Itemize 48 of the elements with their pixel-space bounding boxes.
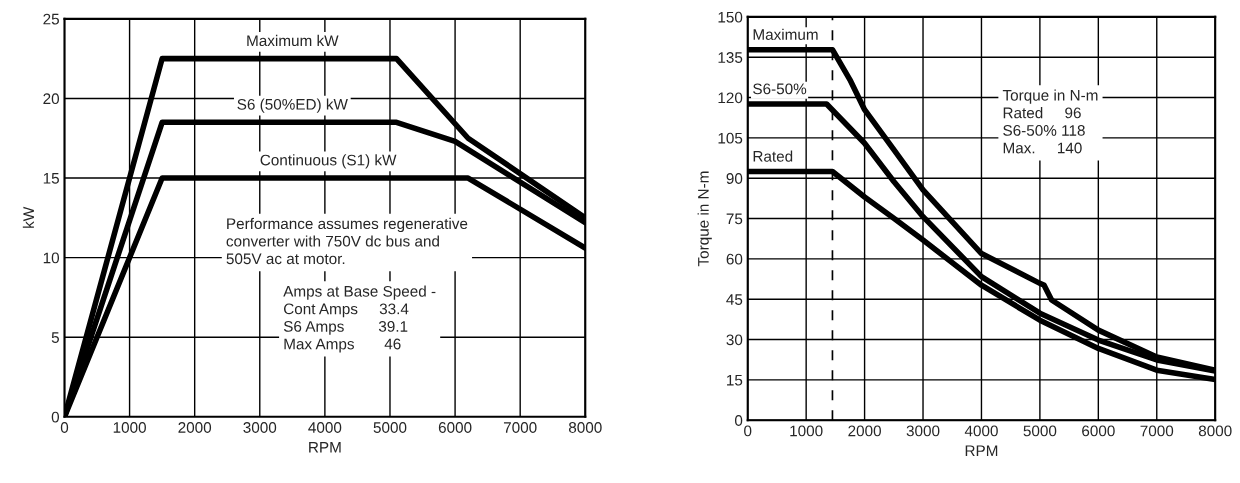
x-tick-label: 5000 <box>373 422 407 433</box>
x-tick-label: 0 <box>744 425 752 437</box>
x-tick-label: 0 <box>60 422 69 433</box>
y-tick-label: 30 <box>726 334 743 346</box>
series-label: Continuous (S1) kW <box>260 154 397 169</box>
x-axis-title: RPM <box>309 442 341 453</box>
x-tick-label: 2000 <box>178 422 212 433</box>
x-tick-label: 3000 <box>243 422 277 433</box>
y-tick-label: 25 <box>43 13 59 25</box>
annotation: Amps at Base Speed - Cont Amps 33.4 S6 Amps 39.1 Max Amps 46 <box>283 285 436 353</box>
y-tick-label: 5 <box>51 332 59 343</box>
series-label: Maximum kW <box>247 34 339 47</box>
x-tick-label: 6000 <box>1082 425 1115 437</box>
x-tick-label: 3000 <box>906 425 940 437</box>
y-tick-label: 60 <box>726 253 743 265</box>
y-tick-label: 150 <box>718 11 743 23</box>
x-tick-label: 4000 <box>308 422 342 433</box>
y-tick-label: 15 <box>727 374 743 386</box>
series-label: Rated <box>753 150 793 162</box>
x-tick-label: 8000 <box>568 422 602 433</box>
x-tick-label: 1000 <box>790 425 823 437</box>
x-tick-label: 5000 <box>1023 425 1057 437</box>
y-tick-label: 0 <box>51 411 60 423</box>
annotation: Torque in N-m Rated 96 S6-50% 118 Max. 140 <box>1002 89 1098 154</box>
x-tick-label: 1000 <box>113 422 146 433</box>
series-label: Maximum <box>753 28 818 40</box>
y-tick-label: 105 <box>718 132 743 144</box>
y-axis-title: kW <box>22 206 34 228</box>
x-tick-label: 2000 <box>848 425 881 437</box>
y-tick-label: 75 <box>726 213 743 225</box>
y-tick-label: 90 <box>726 173 743 184</box>
y-tick-label: 135 <box>718 52 743 63</box>
x-tick-label: 7000 <box>503 422 537 433</box>
y-tick-label: 15 <box>43 173 59 184</box>
x-tick-label: 7000 <box>1140 425 1174 437</box>
y-tick-label: 20 <box>43 93 60 105</box>
y-axis-title: Torque in N-m <box>697 171 712 267</box>
annotation: Performance assumes regenerative converter with 750V dc bus and 505V ac at motor. <box>226 217 468 265</box>
y-tick-label: 45 <box>726 294 743 305</box>
x-tick-label: 4000 <box>964 425 998 437</box>
x-axis-title: RPM <box>965 445 998 456</box>
series-label: S6 (50%ED) kW <box>237 98 348 113</box>
y-tick-label: 10 <box>43 252 60 264</box>
x-tick-label: 6000 <box>438 422 472 433</box>
y-tick-label: 0 <box>734 415 743 426</box>
x-tick-label: 8000 <box>1198 425 1232 437</box>
series-label: S6-50% <box>753 83 807 95</box>
y-tick-label: 120 <box>718 92 743 104</box>
